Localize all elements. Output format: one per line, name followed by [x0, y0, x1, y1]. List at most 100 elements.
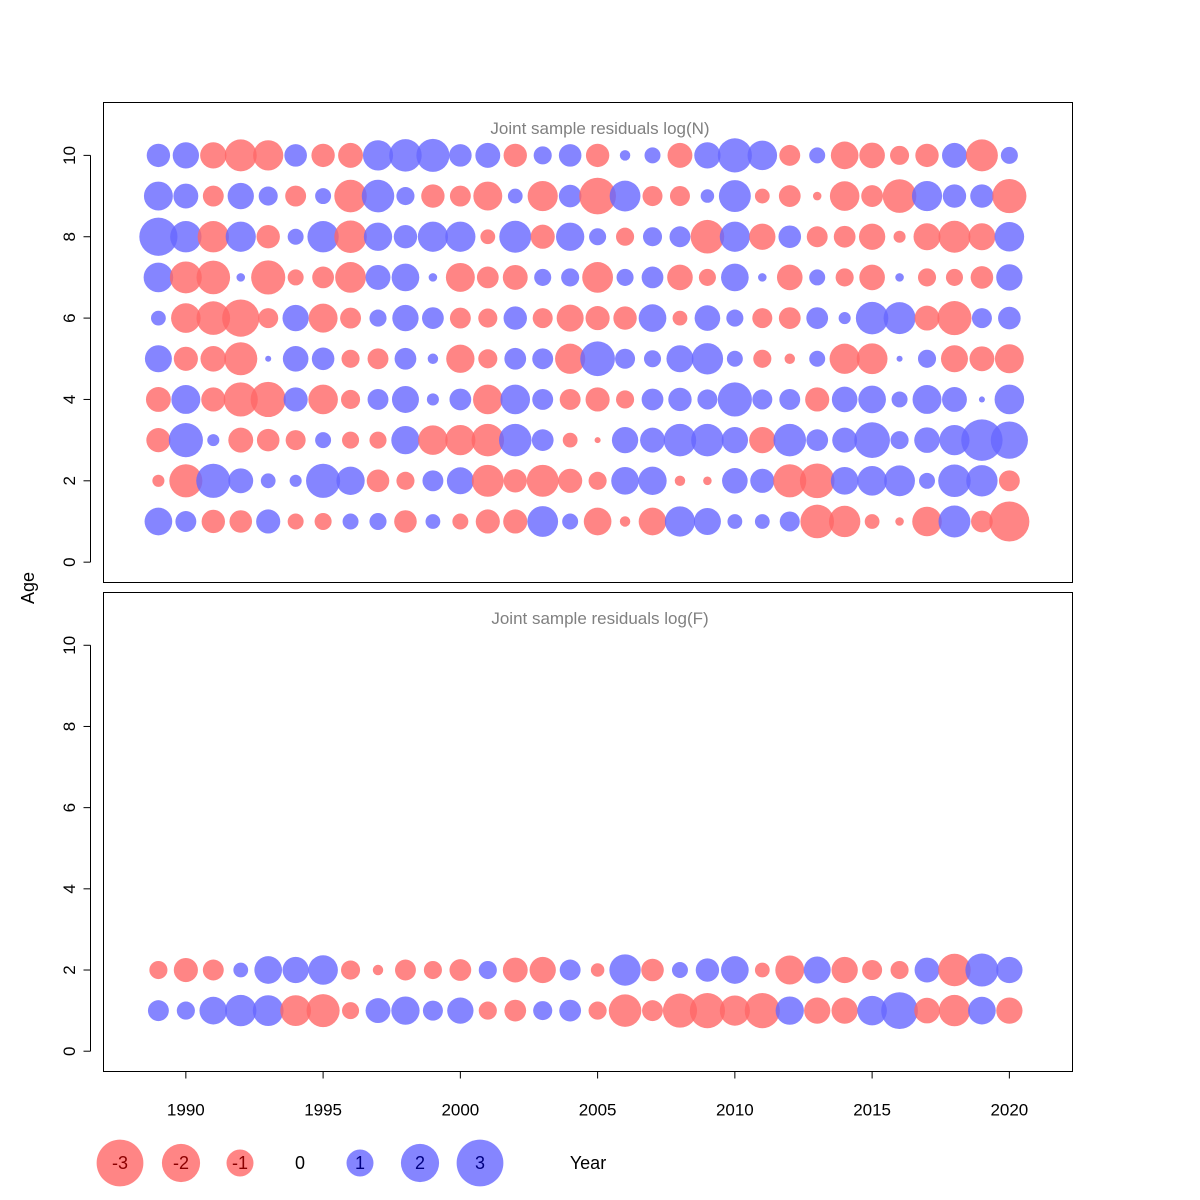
bubble-point — [971, 510, 993, 533]
bubble-point — [722, 467, 748, 494]
bubble-point — [253, 140, 284, 171]
bubble-point — [642, 227, 663, 247]
bubble-point — [806, 429, 829, 452]
bubble-point — [938, 220, 971, 253]
bubble-point — [282, 345, 309, 372]
bubble-point — [197, 221, 229, 253]
bubble-point — [641, 266, 664, 289]
y-tick-label: 4 — [60, 395, 79, 404]
bubble-point — [283, 387, 308, 412]
bubble-point — [693, 507, 721, 535]
bubble-point — [504, 347, 527, 370]
bubble-point — [663, 423, 697, 457]
bubble-point — [914, 427, 940, 453]
bubble-point — [533, 146, 552, 165]
bubble-point — [476, 266, 499, 289]
bubble-point — [446, 344, 475, 373]
bubble-point — [445, 262, 475, 292]
bubble-point — [308, 384, 338, 415]
bubble-point — [311, 347, 335, 371]
bubble-point — [857, 466, 887, 496]
bubble-point — [718, 180, 751, 213]
bubble-point — [396, 187, 415, 206]
bubble-point — [608, 994, 642, 1027]
bubble-point — [668, 387, 692, 412]
bubble-point — [641, 958, 664, 982]
bubble-point — [308, 303, 338, 333]
bubble-point — [223, 382, 258, 417]
bubble-point — [391, 425, 420, 455]
y-tick-label: 2 — [60, 965, 79, 974]
bubble-point — [694, 305, 721, 331]
bubble-point — [914, 305, 940, 331]
bubble-point — [896, 355, 903, 362]
bubble-point — [200, 142, 227, 169]
bubble-point — [579, 177, 616, 215]
y-tick-label: 8 — [60, 232, 79, 241]
bubble-point — [994, 384, 1025, 415]
bubble-point — [588, 471, 607, 490]
x-tick-label: 1995 — [304, 1101, 342, 1120]
bubble-point — [173, 957, 198, 983]
bubble-point — [582, 262, 613, 293]
bubble-point — [171, 303, 201, 333]
bubble-point — [428, 273, 438, 282]
bubble-point — [527, 506, 559, 537]
bubble-point — [968, 223, 996, 251]
bubble-point — [175, 511, 197, 532]
bubble-point — [504, 999, 527, 1022]
bubble-point — [890, 960, 909, 980]
bubble-point — [173, 183, 199, 209]
bubble-point — [202, 959, 224, 981]
bubble-point — [895, 273, 904, 282]
bubble-point — [144, 345, 172, 373]
bubble-point — [809, 269, 826, 286]
y-tick-label: 8 — [60, 722, 79, 731]
bubble-point — [703, 476, 712, 486]
bubble-point — [669, 186, 690, 207]
bubble-point — [919, 472, 935, 489]
bubble-point — [287, 513, 304, 530]
bubble-point — [580, 341, 615, 377]
bubble-point — [662, 993, 698, 1028]
y-tick-label: 6 — [60, 803, 79, 812]
bubble-point — [589, 228, 607, 246]
bubble-point — [697, 389, 718, 410]
panel-title-bottom: Joint sample residuals log(F) — [491, 609, 708, 628]
bubble-point — [207, 434, 220, 447]
bubble-point — [449, 959, 472, 981]
bubble-point — [366, 469, 390, 493]
legend-bubble — [96, 1139, 144, 1187]
bubble-point — [423, 960, 442, 980]
bubble-point — [558, 144, 582, 167]
bubble-point — [222, 299, 260, 337]
bubble-point — [478, 308, 498, 328]
bubble-point — [529, 956, 556, 984]
bubble-point — [447, 997, 474, 1024]
bubbles-layer — [139, 138, 1030, 1029]
bubble-point — [224, 139, 257, 172]
bubble-point — [418, 425, 448, 455]
bubble-point — [965, 953, 999, 987]
bubble-point — [196, 463, 231, 498]
bubble-point — [500, 384, 531, 415]
bubble-point — [340, 307, 362, 329]
bubble-point — [672, 310, 688, 326]
bubble-point — [233, 962, 249, 978]
bubble-point — [200, 345, 227, 372]
bubble-point — [254, 956, 283, 984]
bubble-point — [169, 261, 202, 294]
bubble-point — [717, 138, 752, 173]
bubble-point — [917, 268, 937, 287]
bubble-point — [667, 142, 693, 168]
bubble-point — [698, 268, 716, 286]
bubble-point — [315, 188, 332, 205]
bubble-point — [942, 184, 967, 208]
panel-title-top: Joint sample residuals log(N) — [490, 119, 709, 138]
bubble-point — [721, 956, 749, 984]
bubble-point — [616, 268, 634, 286]
bubble-point — [532, 308, 553, 329]
bubble-point — [803, 956, 831, 984]
bubble-point — [561, 268, 580, 287]
legend-label: -3 — [112, 1153, 128, 1173]
